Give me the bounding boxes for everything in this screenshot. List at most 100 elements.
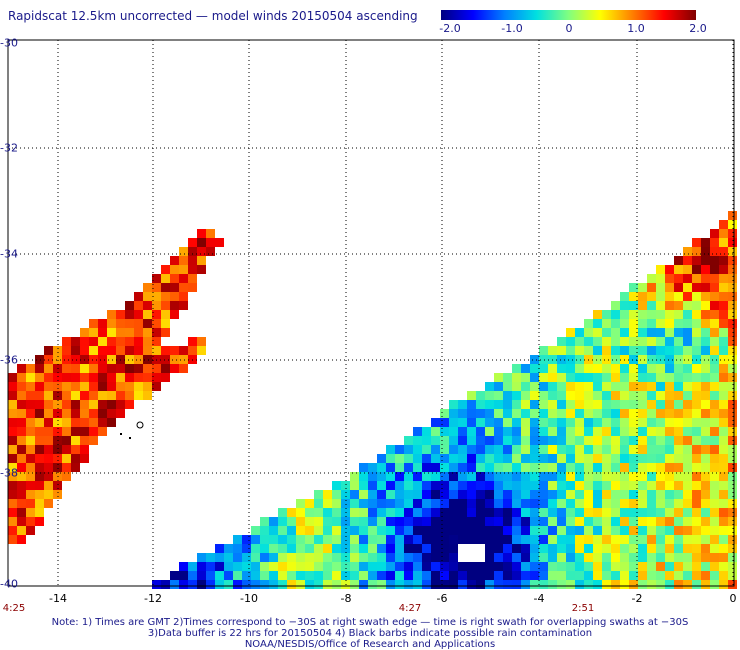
wind-cell — [674, 382, 683, 391]
wind-cell — [629, 454, 638, 463]
wind-cell — [422, 562, 431, 571]
wind-cell — [692, 463, 701, 472]
wind-cell — [638, 472, 647, 481]
wind-cell — [620, 508, 629, 517]
lon-label: -8 — [340, 592, 352, 605]
wind-cell — [305, 571, 314, 580]
wind-cell — [431, 526, 440, 535]
wind-cell — [26, 445, 35, 454]
wind-cell — [629, 301, 638, 310]
wind-cell — [368, 580, 377, 589]
wind-cell — [521, 409, 530, 418]
wind-cell — [629, 481, 638, 490]
wind-cell — [647, 355, 656, 364]
wind-cell — [26, 454, 35, 463]
wind-cell — [512, 463, 521, 472]
wind-cell — [386, 481, 395, 490]
wind-cell — [440, 490, 449, 499]
wind-cell — [332, 481, 341, 490]
wind-cell — [683, 301, 692, 310]
wind-cell — [125, 391, 134, 400]
wind-cell — [170, 265, 179, 274]
wind-cell — [143, 382, 152, 391]
wind-cell — [539, 346, 548, 355]
wind-cell — [656, 400, 665, 409]
wind-cell — [89, 337, 98, 346]
wind-cell — [629, 364, 638, 373]
wind-cell — [512, 409, 521, 418]
wind-cell — [134, 292, 143, 301]
wind-cell — [44, 454, 53, 463]
wind-cell — [485, 553, 494, 562]
wind-cell — [305, 499, 314, 508]
wind-cell — [683, 427, 692, 436]
wind-cell — [377, 580, 386, 589]
wind-cell — [197, 580, 206, 589]
lat-label: -36 — [0, 353, 18, 367]
wind-cell — [575, 364, 584, 373]
wind-cell — [116, 328, 125, 337]
wind-cell — [422, 580, 431, 589]
wind-cell — [611, 517, 620, 526]
wind-cell — [521, 445, 530, 454]
wind-cell — [611, 418, 620, 427]
wind-cell — [629, 580, 638, 589]
wind-cell — [107, 319, 116, 328]
wind-cell — [467, 580, 476, 589]
wind-cell — [728, 562, 737, 571]
wind-cell — [458, 418, 467, 427]
lon-label: -12 — [144, 592, 162, 605]
wind-cell — [683, 292, 692, 301]
wind-cell — [440, 517, 449, 526]
wind-cell — [719, 328, 728, 337]
wind-cell — [674, 319, 683, 328]
wind-cell — [728, 427, 737, 436]
map-frame — [7, 39, 735, 587]
wind-cell — [296, 535, 305, 544]
wind-cell — [647, 454, 656, 463]
wind-cell — [701, 400, 710, 409]
wind-cell — [521, 562, 530, 571]
wind-cell — [620, 544, 629, 553]
wind-cell — [377, 562, 386, 571]
wind-cell — [521, 454, 530, 463]
wind-cell — [476, 445, 485, 454]
wind-cell — [26, 508, 35, 517]
wind-cell — [620, 301, 629, 310]
wind-cell — [476, 454, 485, 463]
wind-cell — [8, 490, 17, 499]
wind-cell — [26, 436, 35, 445]
wind-cell — [449, 508, 458, 517]
wind-cell — [692, 328, 701, 337]
wind-cell — [215, 571, 224, 580]
wind-cell — [17, 481, 26, 490]
wind-cell — [8, 517, 17, 526]
wind-cell — [593, 445, 602, 454]
wind-cell — [530, 517, 539, 526]
wind-cell — [422, 499, 431, 508]
wind-cell — [359, 535, 368, 544]
wind-cell — [503, 472, 512, 481]
wind-cell — [656, 382, 665, 391]
wind-cell — [485, 481, 494, 490]
wind-cell — [35, 391, 44, 400]
wind-cell — [719, 499, 728, 508]
wind-cell — [629, 472, 638, 481]
wind-cell — [629, 427, 638, 436]
wind-cell — [638, 553, 647, 562]
wind-cell — [710, 517, 719, 526]
wind-cell — [692, 427, 701, 436]
wind-cell — [260, 517, 269, 526]
wind-cell — [386, 571, 395, 580]
wind-cell — [683, 382, 692, 391]
lat-label: -40 — [0, 577, 18, 591]
wind-cell — [422, 535, 431, 544]
wind-cell — [26, 373, 35, 382]
wind-cell — [566, 553, 575, 562]
wind-cell — [251, 526, 260, 535]
wind-cell — [179, 364, 188, 373]
wind-cell — [701, 418, 710, 427]
wind-cell — [710, 319, 719, 328]
wind-cell — [584, 373, 593, 382]
wind-cell — [512, 526, 521, 535]
